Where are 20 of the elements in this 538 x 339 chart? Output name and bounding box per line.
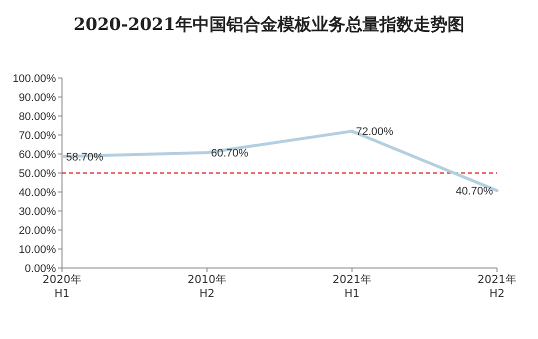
y-tick-label: 50.00%: [18, 168, 56, 180]
chart-title: 2020-2021年中国铝合金模板业务总量指数走势图: [74, 15, 464, 35]
y-tick-label: 100.00%: [12, 73, 56, 85]
x-tick-label: 2021年 H1: [332, 273, 372, 300]
y-tick-label: 0.00%: [24, 263, 56, 275]
y-tick-label: 10.00%: [18, 244, 56, 256]
data-label: 72.00%: [356, 126, 394, 138]
data-label: 60.70%: [211, 148, 249, 160]
x-tick-label: 2021年 H2: [478, 273, 516, 300]
x-tick-label: 2010年 H2: [188, 273, 226, 300]
data-label: 58.70%: [66, 151, 104, 164]
data-label: 40.70%: [456, 186, 494, 198]
y-tick-label: 40.00%: [18, 187, 56, 199]
y-tick-label: 80.00%: [18, 111, 56, 123]
y-tick-label: 20.00%: [18, 225, 56, 237]
y-tick-label: 90.00%: [18, 92, 56, 104]
y-tick-label: 70.00%: [18, 130, 56, 142]
x-tick-label: 2020年 H1: [42, 273, 82, 300]
y-tick-label: 60.00%: [18, 149, 56, 161]
y-tick-label: 30.00%: [18, 206, 56, 218]
